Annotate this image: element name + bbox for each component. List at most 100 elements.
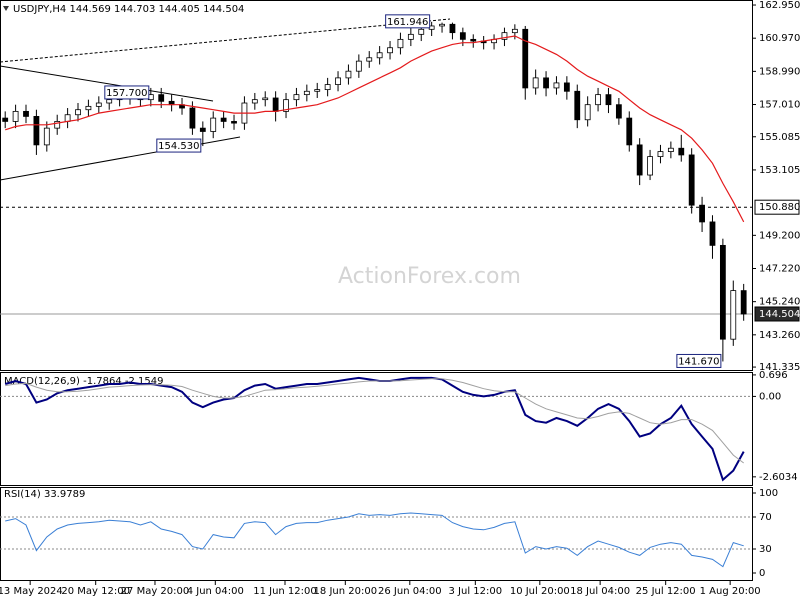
annotation-label: 161.946	[387, 17, 428, 28]
x-tick-label: 1 Aug 20:00	[700, 586, 761, 597]
candle-body	[303, 90, 310, 96]
y-tick-label: 70	[759, 512, 772, 523]
y-tick-label: 0.00	[759, 391, 781, 402]
candle-body	[262, 97, 269, 101]
candle-body	[366, 57, 373, 62]
watermark: ActionForex.com	[338, 264, 521, 289]
candle-body	[543, 77, 549, 89]
annotation-label: 141.670	[678, 356, 719, 367]
y-tick-label: 162.950	[759, 0, 800, 11]
candle-body	[64, 114, 71, 122]
x-tick-label: 4 Jun 04:00	[187, 586, 244, 597]
trend-line	[0, 18, 451, 63]
x-tick-label: 11 Jun 12:00	[253, 586, 317, 597]
level-label: 150.880	[759, 202, 800, 213]
candle-body	[355, 60, 362, 72]
candle-body	[210, 117, 217, 132]
candle-body	[272, 97, 279, 112]
x-tick-label: 26 Jun 04:00	[378, 586, 442, 597]
triangle-upper	[0, 65, 214, 102]
candle-body	[709, 221, 716, 246]
candle-body	[75, 109, 81, 116]
candle-body	[33, 116, 40, 146]
candle-body	[189, 107, 196, 129]
moving-average	[5, 35, 745, 223]
symbol-icon	[3, 6, 9, 11]
level-label: 144.504	[759, 309, 800, 320]
series-line	[5, 512, 744, 568]
macd-title: MACD(12,26,9) -1.7864 -2.1549	[4, 376, 164, 387]
candle-body	[647, 156, 653, 176]
candle-body	[283, 99, 289, 112]
y-tick-label: 155.085	[759, 132, 800, 143]
y-tick-label: 141.335	[759, 362, 800, 373]
x-tick-label: 10 Jul 20:00	[510, 586, 570, 597]
rsi-title: RSI(14) 33.9789	[4, 489, 85, 500]
candle-body	[511, 28, 518, 34]
annotation-box	[385, 14, 431, 29]
candle-body	[532, 77, 539, 89]
candle-body	[449, 23, 456, 34]
y-tick-label: 100	[759, 488, 778, 499]
candle-body	[12, 110, 19, 122]
y-tick-label: 0	[759, 568, 765, 579]
y-tick-label: 0.696	[759, 370, 788, 381]
annotation-label: 157.700	[106, 88, 147, 99]
candle-body	[574, 90, 581, 121]
price-title: USDJPY,H4 144.569 144.703 144.405 144.50…	[13, 4, 244, 15]
candle-body	[220, 117, 227, 122]
macd-panel	[0, 372, 753, 486]
annotation-box	[104, 85, 150, 100]
candle-body	[470, 38, 477, 42]
candle-body	[678, 147, 685, 156]
candle-body	[23, 110, 29, 117]
candle-body	[626, 117, 633, 146]
candle-body	[688, 154, 695, 206]
y-tick-label: 143.260	[759, 330, 800, 341]
annotation-box	[156, 138, 202, 153]
y-tick-label: 153.105	[759, 165, 800, 176]
candle-body	[106, 99, 113, 104]
level-box	[754, 306, 800, 322]
price-panel	[0, 0, 753, 371]
y-tick-label: 149.200	[759, 230, 800, 241]
x-tick-label: 25 Jul 12:00	[636, 586, 696, 597]
candle-body	[335, 77, 341, 85]
candle-body	[605, 94, 612, 106]
rsi-panel	[0, 487, 753, 581]
candle-body	[699, 204, 705, 223]
candle-body	[407, 33, 414, 40]
x-tick-label: 20 May 12:00	[61, 586, 130, 597]
candle-body	[397, 38, 404, 49]
candle-body	[439, 23, 445, 27]
series-line	[5, 378, 745, 464]
y-tick-label: 160.970	[759, 33, 800, 44]
candle-body	[522, 28, 529, 89]
candle-body	[314, 89, 321, 92]
candle-body	[563, 82, 570, 92]
x-tick-label: 13 May 2024	[0, 586, 63, 597]
x-tick-label: 18 Jul 04:00	[570, 586, 630, 597]
candle-body	[719, 244, 726, 340]
x-tick-label: 27 May 20:00	[121, 586, 190, 597]
y-tick-label: 157.010	[759, 100, 800, 111]
candle-body	[251, 99, 258, 104]
candle-body	[595, 94, 601, 106]
candle-body	[95, 102, 102, 107]
candle-body	[553, 82, 560, 89]
y-tick-label: 145.240	[759, 297, 800, 308]
candle-body	[459, 32, 466, 40]
candle-body	[418, 28, 425, 35]
candle-body	[54, 121, 61, 129]
x-tick-label: 18 Jun 20:00	[314, 586, 378, 597]
candle-body	[615, 104, 622, 119]
annotation-label: 154.530	[158, 141, 199, 152]
candle-body	[501, 32, 508, 40]
candle-body	[636, 144, 643, 176]
candle-body	[730, 290, 737, 340]
candle-body	[43, 127, 50, 146]
candle-body	[199, 127, 206, 132]
y-tick-label: 158.990	[759, 66, 800, 77]
